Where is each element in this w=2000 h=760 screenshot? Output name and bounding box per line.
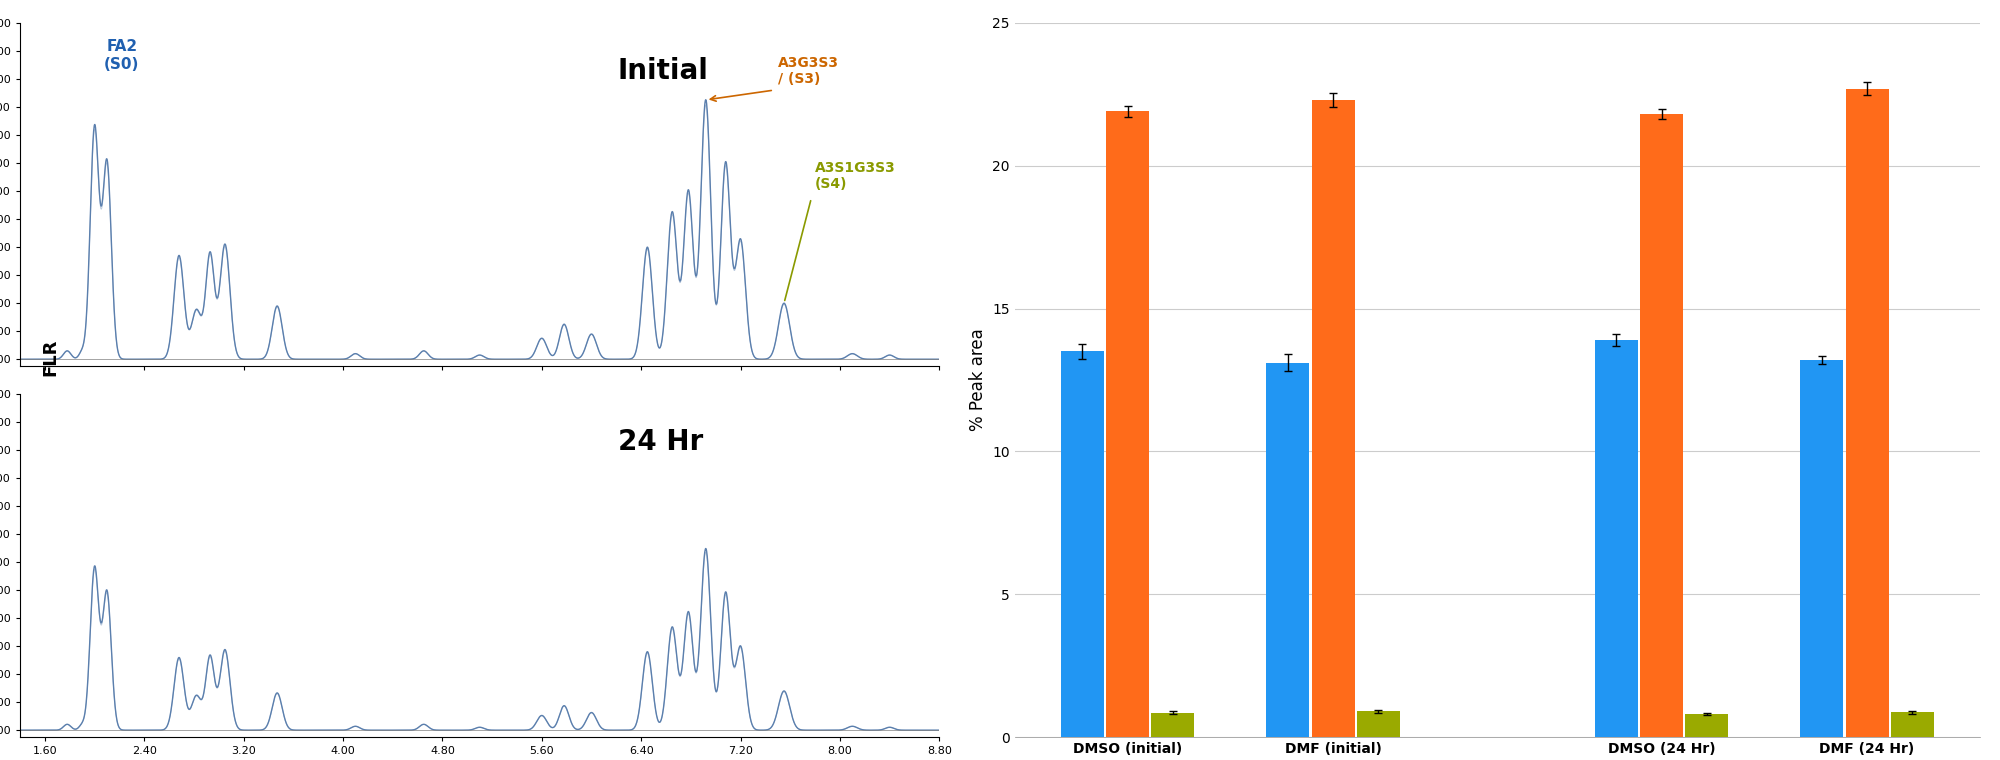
Bar [1596,340,1638,737]
Text: A3G3S3
/ (S3): A3G3S3 / (S3) [778,55,838,86]
Bar [1686,714,1728,737]
Text: FA2
(S0): FA2 (S0) [104,40,140,72]
Bar [1062,351,1104,737]
Bar [1266,363,1310,737]
Bar [1106,112,1150,737]
Bar [1152,713,1194,737]
Bar [1312,100,1354,737]
Y-axis label: % Peak area: % Peak area [968,328,986,432]
Bar [1890,712,1934,737]
Text: 24 Hr: 24 Hr [618,428,702,456]
Text: FLR: FLR [40,338,60,376]
Bar [1846,88,1888,737]
Text: A3S1G3S3
(S4): A3S1G3S3 (S4) [816,161,896,191]
Bar [1356,711,1400,737]
Text: Initial: Initial [618,57,708,85]
Bar [1800,360,1844,737]
Bar [1640,114,1684,737]
